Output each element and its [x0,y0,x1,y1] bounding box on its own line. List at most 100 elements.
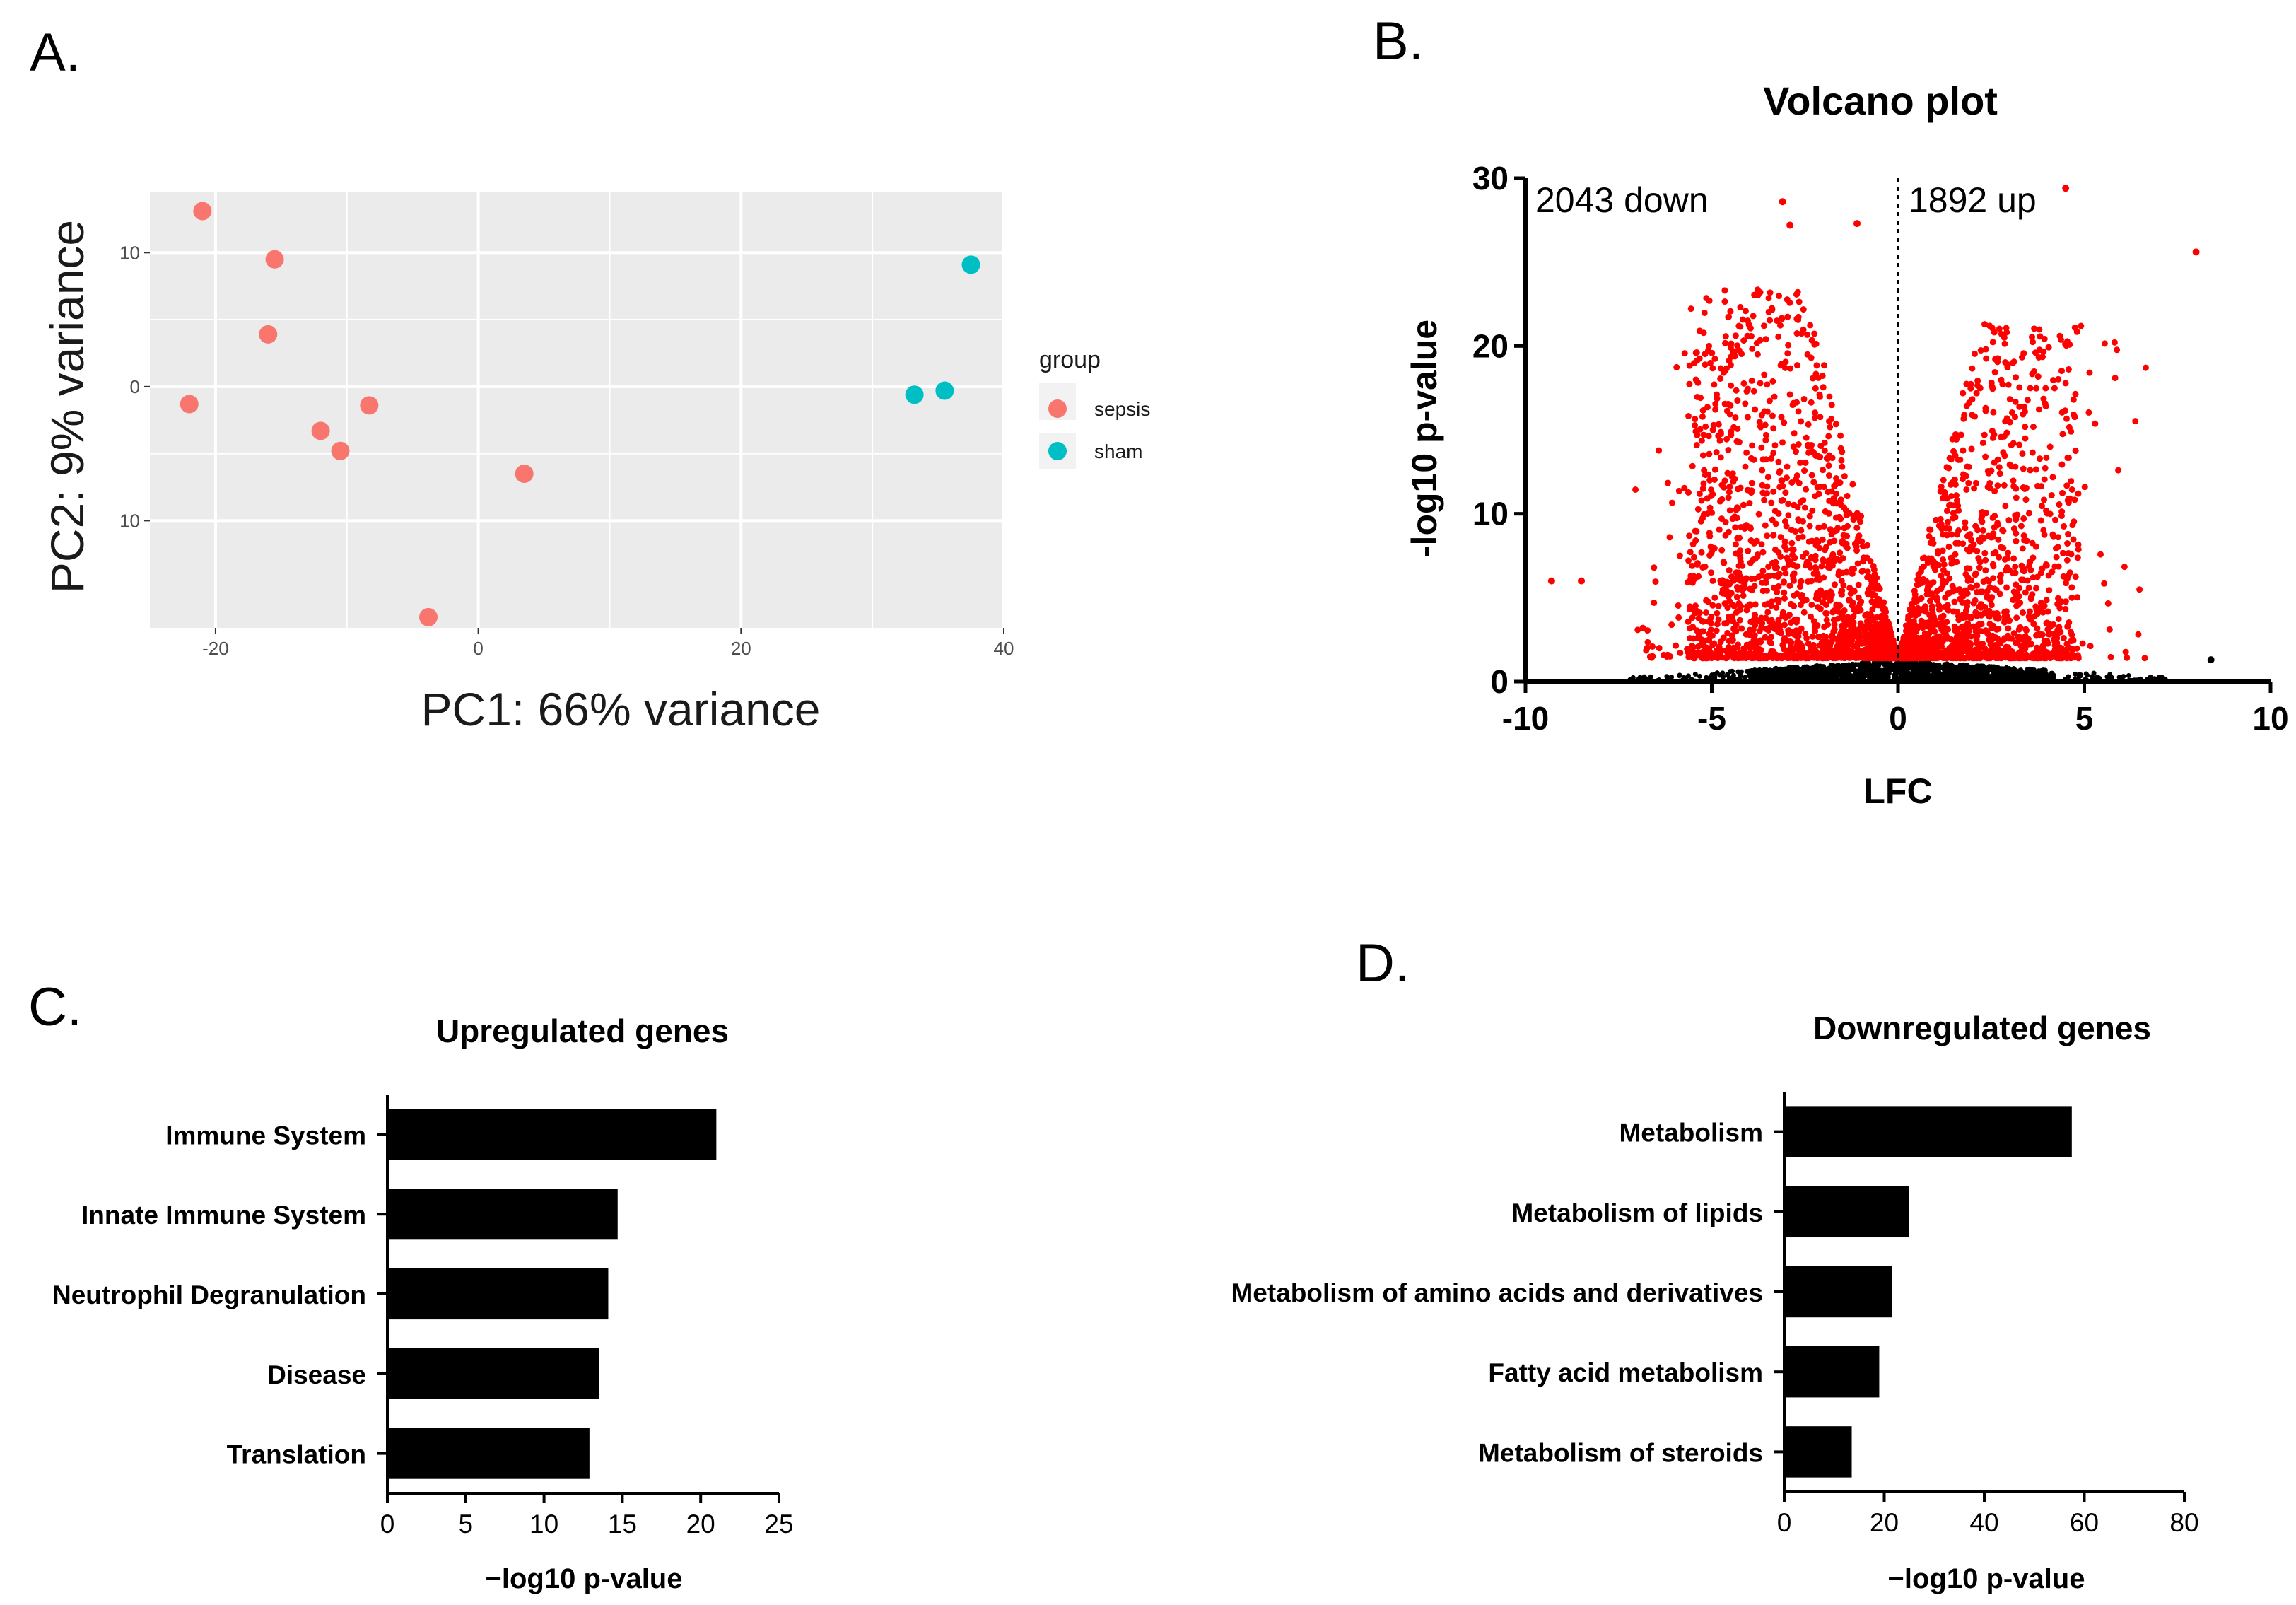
pca-x-tick-label: 20 [731,638,751,659]
volcano-point-nonsig [1821,672,1827,678]
volcano-point-up [1926,643,1933,650]
volcano-point-down [1722,333,1729,340]
volcano-point-down [1874,626,1881,634]
volcano-point-down [1685,489,1692,496]
volcano-point-up [2028,615,2035,622]
volcano-point-up [2056,655,2063,662]
volcano-point-up [1999,380,2006,387]
volcano-point-down [1829,551,1837,558]
volcano-point-up [1928,590,1935,597]
volcano-point-down [1858,568,1866,575]
volcano-point-up [1990,409,1997,416]
volcano-point-down [1693,649,1700,656]
volcano-point-up [1933,516,1940,523]
volcano-point-up [1954,626,1961,633]
volcano-point-up [1911,653,1918,660]
volcano-point-down [1742,308,1749,315]
volcano-point-down [1687,573,1694,580]
volcano-point-up [1984,594,1991,601]
volcano-point-up [2048,491,2055,498]
volcano-point-down [1826,472,1833,479]
volcano-point-up [2020,567,2027,574]
volcano-point-up [1986,322,1993,329]
volcano-point-down [1820,523,1827,530]
volcano-point-down [1733,506,1740,513]
volcano-point-up [2070,396,2077,403]
pca-point-sepsis [360,396,379,415]
pca-point-sepsis [265,250,284,269]
volcano-point-up [2003,584,2010,591]
volcano-point-nonsig [1863,666,1869,672]
volcano-point-up [2001,340,2008,347]
volcano-point-down [1821,447,1828,454]
volcano-point-up [1934,650,1941,658]
volcano-point-nonsig [1917,671,1923,677]
volcano-point-down [1793,616,1800,623]
volcano-point-down [1733,593,1740,600]
volcano-point-up [1941,489,1948,496]
volcano-point-up [1967,543,1974,550]
volcano-point-up [1953,497,1960,504]
volcano-point-up [2043,454,2050,461]
volcano-point-up [2000,527,2007,535]
volcano-point-up [1906,620,1913,627]
volcano-point-down [1823,455,1830,462]
volcano-point-up [1964,603,1971,610]
volcano-point-up [2036,326,2043,333]
volcano-point-down [1689,562,1696,569]
volcano-point-down [1791,602,1798,609]
volcano-point-down [1721,287,1728,294]
volcano-point-down [1776,322,1784,329]
volcano-point-down [1870,648,1877,655]
volcano-point-up [2135,631,2142,638]
volcano-point-down [1709,365,1716,372]
volcano-point-up [1970,650,1977,658]
volcano-point-down [1792,528,1799,535]
volcano-point-down [1714,621,1721,628]
volcano-point-down [1778,477,1785,484]
volcano-point-down [1715,602,1722,609]
volcano-point-up [2013,537,2020,544]
volcano-point-up [2071,324,2078,331]
volcano-point-down [1687,625,1694,632]
volcano-point-down [1716,437,1723,444]
volcano-point-down [1838,457,1845,464]
volcano-point-up [2005,625,2012,632]
volcano-point-up [2020,484,2027,491]
volcano-point-down [1728,431,1735,438]
volcano-point-up [2022,435,2029,442]
volcano-point-up [2013,581,2020,588]
volcano-point-down [1686,532,1693,539]
volcano-point-nonsig [1720,670,1726,676]
volcano-point-up [1944,635,1951,642]
volcano-point-down [1708,569,1715,576]
volcano-point-down [1715,650,1722,658]
volcano-point-up [2042,561,2049,568]
volcano-point-up [2033,606,2040,613]
volcano-point-up [1982,567,1989,574]
volcano-point-up [1955,502,1962,509]
volcano-point-up [1974,377,1981,384]
volcano-point-down [1725,446,1732,453]
volcano-point-up [2008,463,2015,470]
volcano-point-down [1786,557,1793,564]
volcano-point-down [1694,560,1701,567]
volcano-point-up [2030,620,2037,627]
up-bar [387,1428,590,1479]
volcano-point-up [2004,549,2011,556]
volcano-point-down [1685,412,1692,419]
volcano-point-down [1759,489,1767,496]
volcano-point-down [1850,619,1857,626]
volcano-point-down [1716,526,1723,533]
volcano-point-up [1984,650,1991,657]
volcano-point-up [2027,594,2034,601]
volcano-point-up [2012,564,2019,571]
volcano-x-tick-label: 10 [2252,700,2288,737]
volcano-point-up [2034,373,2042,380]
volcano-point-down [1811,341,1818,348]
volcano-point-down [1842,507,1849,514]
volcano-point-down [1774,317,1781,325]
volcano-point-up [2062,340,2069,347]
volcano-point-down [1791,430,1798,437]
volcano-point-up [2020,403,2027,410]
